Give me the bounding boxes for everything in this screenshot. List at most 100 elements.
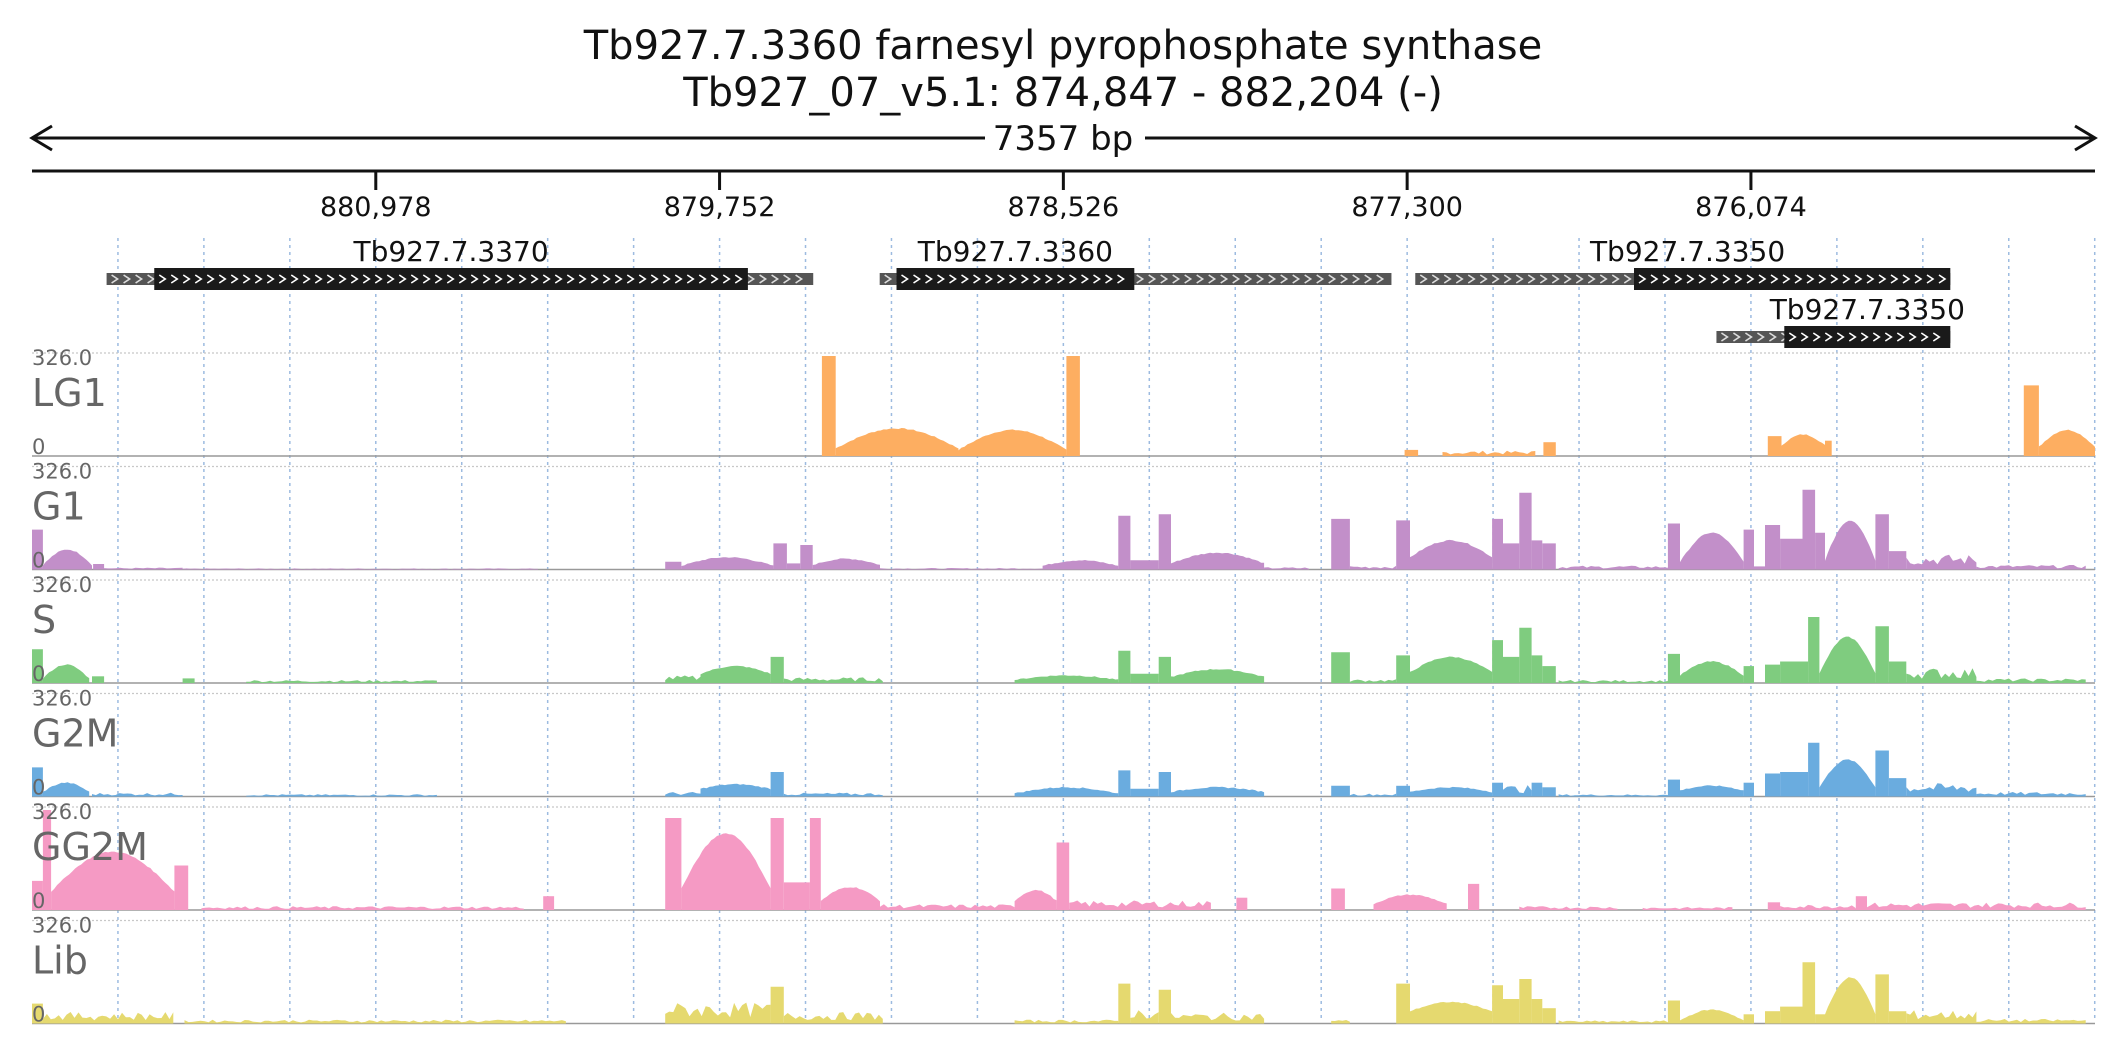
strand-chevron xyxy=(1599,274,1608,284)
coverage-area xyxy=(1780,538,1803,570)
strand-chevron xyxy=(1045,274,1053,284)
coverage-area xyxy=(1349,793,1397,797)
coverage-area xyxy=(1349,679,1397,683)
gene-model[interactable]: Tb927.7.3370 xyxy=(106,235,814,290)
coverage-area xyxy=(1171,669,1265,683)
strand-chevron xyxy=(1093,274,1101,284)
coverage-area xyxy=(1349,565,1397,570)
strand-chevron xyxy=(747,274,756,284)
strand-chevron xyxy=(206,274,215,284)
coverage-area xyxy=(1888,551,1907,570)
strand-chevron xyxy=(698,274,707,284)
coverage-area xyxy=(1014,889,1057,910)
gene-label: Tb927.7.3360 xyxy=(917,235,1113,268)
coverage-area xyxy=(1236,897,1248,910)
coverage-area xyxy=(1404,449,1419,456)
strand-chevron xyxy=(1503,274,1512,284)
coverage-area xyxy=(92,792,183,797)
strand-chevron xyxy=(422,274,431,284)
strand-chevron xyxy=(1160,274,1169,284)
coverage-area xyxy=(1855,896,1867,910)
strand-chevron xyxy=(1770,274,1779,284)
coverage-area xyxy=(1542,787,1556,797)
coverage-area xyxy=(1802,489,1816,570)
coverage-area xyxy=(1819,636,1876,683)
coverage-area xyxy=(783,882,810,910)
strand-chevron xyxy=(1431,274,1440,284)
strand-chevron xyxy=(973,274,981,284)
track-scale-max: 326.0 xyxy=(32,573,92,597)
coverage-area xyxy=(1825,977,1876,1024)
strand-chevron xyxy=(686,274,695,284)
coverage-area xyxy=(783,677,883,683)
strand-chevron xyxy=(1722,274,1731,284)
track-name: GG2M xyxy=(32,825,148,869)
strand-chevron xyxy=(1208,274,1217,284)
coverage-area xyxy=(42,549,92,570)
strand-chevron xyxy=(1551,274,1560,284)
strand-chevron xyxy=(1794,274,1803,284)
strand-chevron xyxy=(1812,332,1821,342)
axis-tick-label: 879,752 xyxy=(664,192,776,223)
coverage-area xyxy=(665,675,701,683)
gene-model[interactable]: Tb927.7.3350 xyxy=(1716,293,1965,348)
strand-chevron xyxy=(1376,274,1385,284)
coverage-area xyxy=(1780,772,1809,797)
strand-chevron xyxy=(1117,274,1125,284)
coverage-area xyxy=(770,818,784,910)
strand-chevron xyxy=(961,274,969,284)
coverage-area xyxy=(665,1002,771,1024)
strand-chevron xyxy=(1746,274,1755,284)
track-scale-max: 326.0 xyxy=(32,800,92,824)
coverage-area xyxy=(1867,902,2086,910)
strand-chevron xyxy=(734,274,743,284)
gene-model[interactable]: Tb927.7.3360 xyxy=(879,235,1392,290)
coverage-area xyxy=(809,818,821,910)
strand-chevron xyxy=(1304,274,1313,284)
strand-chevron xyxy=(578,274,587,284)
coverage-area xyxy=(1396,520,1410,570)
strand-chevron xyxy=(518,274,527,284)
coverage-area xyxy=(1042,560,1119,570)
coverage-area xyxy=(1667,653,1680,683)
coverage-area xyxy=(174,865,189,910)
strand-chevron xyxy=(410,274,419,284)
strand-chevron xyxy=(1280,274,1289,284)
coverage-area xyxy=(1373,894,1447,910)
strand-chevron xyxy=(374,274,383,284)
coverage-area xyxy=(1130,560,1159,570)
strand-chevron xyxy=(1069,274,1077,284)
coverage-area xyxy=(1066,356,1080,456)
strand-chevron xyxy=(398,274,407,284)
coverage-area xyxy=(1542,1008,1556,1024)
coverage-area xyxy=(42,810,52,910)
span-arrow: 7357 bp xyxy=(29,119,2098,159)
strand-chevron xyxy=(925,274,933,284)
strand-chevron xyxy=(1340,274,1349,284)
strand-chevron xyxy=(434,274,443,284)
strand-chevron xyxy=(1172,274,1181,284)
coverage-area xyxy=(1767,436,1782,456)
span-arrow-right-head xyxy=(2074,124,2098,152)
strand-chevron xyxy=(1136,274,1145,284)
strand-chevron xyxy=(985,274,993,284)
strand-chevron xyxy=(638,274,647,284)
coverage-area xyxy=(1906,554,1977,570)
coverage-area xyxy=(51,851,175,910)
coverage-area xyxy=(820,887,880,910)
gene-cds xyxy=(154,268,748,290)
coverage-area xyxy=(1014,786,1119,797)
strand-chevron xyxy=(1908,332,1917,342)
strand-chevron xyxy=(218,274,227,284)
strand-chevron xyxy=(566,274,575,284)
coverage-area xyxy=(1767,902,1781,910)
strand-chevron xyxy=(1292,274,1301,284)
coverage-area xyxy=(681,833,771,910)
gene-model[interactable]: Tb927.7.3350 xyxy=(1415,235,1951,290)
coverage-area xyxy=(1158,772,1171,797)
strand-chevron xyxy=(1527,274,1536,284)
coverage-area xyxy=(184,1019,566,1024)
coverage-area xyxy=(1056,842,1070,910)
strand-chevron xyxy=(1860,332,1869,342)
